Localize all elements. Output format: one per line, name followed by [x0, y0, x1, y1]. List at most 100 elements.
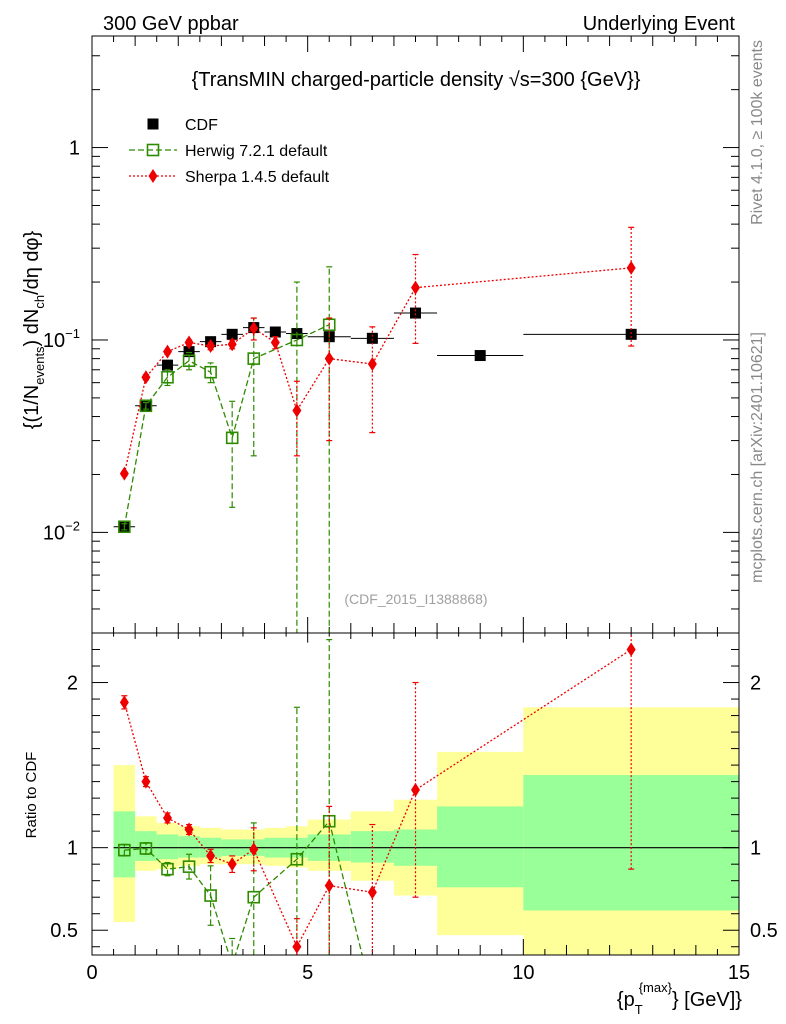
cdf-point [226, 328, 238, 340]
sherpa-point [324, 351, 334, 366]
header-left: 300 GeV ppbar [103, 13, 239, 35]
legend-label: Herwig 7.2.1 default [185, 143, 328, 160]
x-axis-label: {pT {max}} [GeV]} [617, 980, 742, 1017]
sherpa-line [123, 267, 632, 474]
sherpa-point [162, 344, 172, 359]
main-ylabel-sub-ch: ch [32, 295, 47, 309]
cdf-point [625, 328, 637, 340]
herwig-line [123, 324, 330, 527]
sherpa-ratio-point [626, 642, 636, 657]
y-tick-label: 10−2 [43, 518, 80, 544]
legend-marker [146, 143, 160, 157]
sherpa-point [367, 357, 377, 372]
main-ylabel: {(1/Nevents) dNch/dη dφ} [21, 230, 47, 429]
sherpa-point [141, 370, 151, 385]
header-right: Underlying Event [583, 13, 736, 35]
cdf-point [410, 307, 421, 319]
sherpa-ratio-line [123, 648, 632, 949]
analysis-watermark: (CDF_2015_I1388868) [344, 591, 487, 607]
herwig-ratio-point [367, 991, 378, 1002]
ratio-data-marks [113, 633, 739, 1002]
herwig-point [247, 352, 261, 365]
herwig-ratio-point [290, 852, 304, 866]
ratio-uncertainty-bands [113, 707, 739, 955]
ratio-frame [91, 632, 740, 956]
sherpa-ratio-point [184, 822, 194, 837]
main-ylabel-part: {(1/N [21, 385, 43, 429]
herwig-point [225, 431, 239, 445]
xlabel-sub-T: T [635, 1002, 643, 1017]
sherpa-ratio-point [206, 848, 216, 863]
sherpa-ratio-point [292, 939, 302, 954]
sherpa-ratio-point [227, 857, 237, 872]
y-tick-base: 10 [43, 522, 65, 544]
legend-marker [147, 118, 159, 130]
ratio-y-tick-label: 1 [750, 838, 761, 860]
herwig-point [118, 520, 131, 534]
band-inner [156, 834, 179, 860]
xlabel-sup-max: {max} [639, 980, 673, 995]
sherpa-point [411, 280, 420, 295]
ratio-y-tick-label: 0.5 [50, 920, 78, 942]
main-data-marks [113, 226, 739, 633]
legend: CDF Herwig 7.2.1 default Sherpa 1.4.5 defa… [129, 117, 330, 186]
cdf-point [366, 332, 378, 344]
herwig-ratio-point [182, 860, 196, 873]
mcplots-label: mcplots.cern.ch [arXiv:2401.10621] [749, 332, 766, 583]
sherpa-point [206, 339, 216, 354]
band-inner [178, 836, 200, 858]
xlabel-part: {p [617, 989, 635, 1011]
herwig-point [204, 365, 217, 379]
herwig-point [139, 399, 153, 413]
herwig-point [161, 370, 174, 384]
cdf-point [269, 326, 281, 338]
y-tick-label: 1 [69, 138, 80, 160]
sherpa-point [184, 335, 194, 350]
rivet-label: Rivet 4.1.0, ≥ 100k events [749, 40, 766, 225]
x-tick-label: 0 [86, 962, 97, 984]
sherpa-ratio-point [119, 695, 129, 710]
ratio-y-tick-label: 2 [750, 673, 761, 695]
legend-marker [148, 169, 158, 183]
legend-label: Sherpa 1.4.5 default [185, 169, 330, 186]
ratio-y-tick-label: 1 [67, 838, 78, 860]
herwig-ratio-point [161, 862, 174, 876]
legend-label: CDF [185, 117, 218, 134]
sherpa-point [292, 403, 302, 418]
ratio-ylabel: Ratio to CDF [23, 752, 40, 839]
cdf-point [161, 359, 173, 371]
cdf-point [474, 350, 486, 362]
main-ylabel-part: ) dN [21, 309, 43, 347]
herwig-point [290, 333, 304, 347]
sherpa-ratio-point [249, 842, 259, 857]
herwig-ratio-point [247, 890, 261, 904]
xlabel-part: } [GeV]} [672, 989, 742, 1011]
sherpa-point [626, 260, 636, 275]
ratio-y-tick-label: 2 [67, 673, 78, 695]
cdf-point [183, 346, 195, 358]
y-tick-exp: −1 [65, 326, 80, 341]
y-tick-exp: −2 [65, 518, 80, 533]
herwig-ratio-point [139, 842, 153, 855]
band-inner [523, 775, 739, 911]
band-inner [437, 806, 524, 888]
sherpa-ratio-point [411, 782, 420, 797]
y-tick-label: 10−1 [43, 326, 80, 352]
sherpa-point [270, 335, 280, 350]
herwig-ratio-point [118, 843, 131, 857]
sherpa-point [227, 337, 237, 352]
sherpa-ratio-point [141, 774, 151, 789]
x-tick-label: 15 [728, 962, 750, 984]
x-tick-label: 10 [512, 962, 534, 984]
herwig-point [182, 354, 196, 368]
sherpa-point [119, 466, 129, 481]
herwig-ratio-point [204, 889, 217, 902]
main-ylabel-sub-events: events [32, 346, 47, 385]
main-ylabel-part: /dη dφ} [21, 230, 43, 294]
herwig-ratio-point [227, 959, 238, 970]
ratio-y-tick-label: 0.5 [750, 920, 778, 942]
sherpa-ratio-point [367, 885, 377, 900]
y-tick-base: 10 [43, 330, 65, 352]
